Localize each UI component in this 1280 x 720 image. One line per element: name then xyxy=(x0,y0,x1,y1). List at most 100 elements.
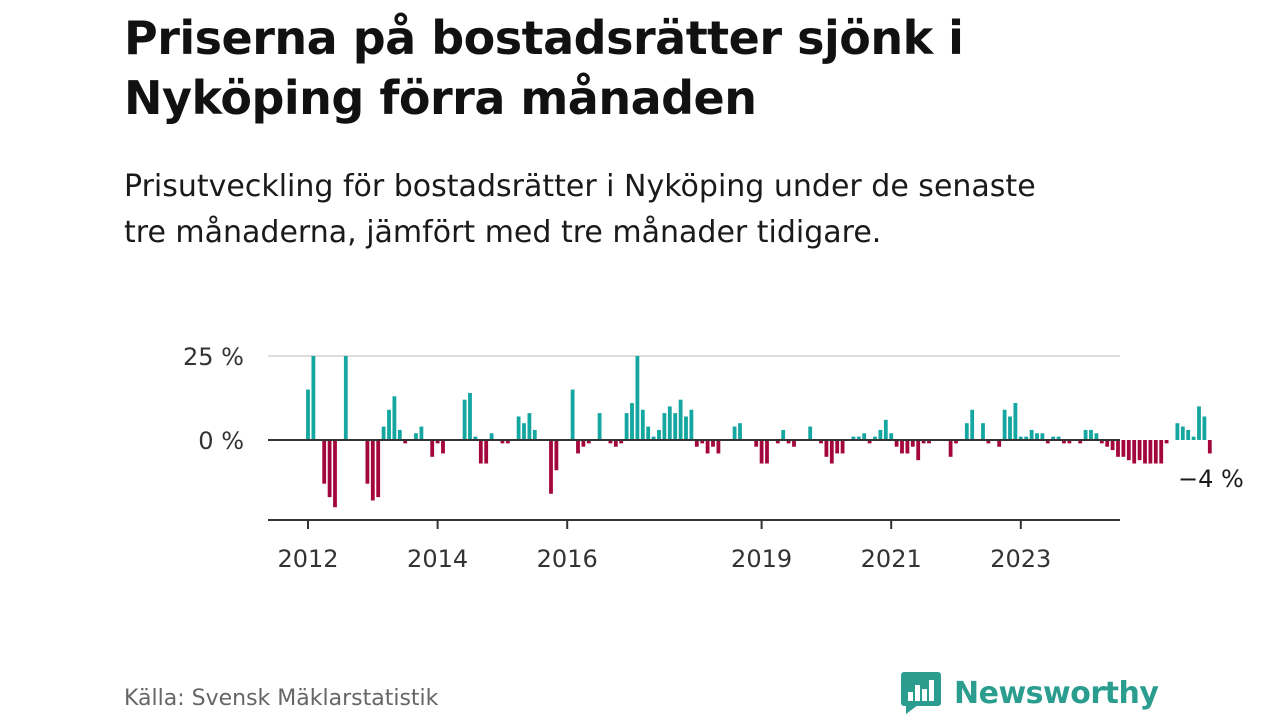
bar xyxy=(954,440,958,444)
bar xyxy=(1045,440,1050,444)
bar xyxy=(873,436,877,440)
bar xyxy=(333,440,337,508)
bar xyxy=(392,396,397,440)
bar xyxy=(775,440,780,444)
bar xyxy=(732,426,737,440)
bar xyxy=(964,423,969,440)
bar xyxy=(387,409,391,440)
bar xyxy=(889,433,894,440)
bar xyxy=(489,433,494,440)
bar xyxy=(1207,440,1212,454)
bar xyxy=(662,413,667,440)
bar xyxy=(1078,440,1083,444)
bar xyxy=(532,429,537,440)
bar xyxy=(586,440,591,444)
bar xyxy=(376,440,381,498)
bar xyxy=(673,413,678,440)
bar xyxy=(322,440,327,484)
bar xyxy=(478,440,483,464)
bar xyxy=(684,416,688,440)
bar xyxy=(948,440,953,457)
bar xyxy=(505,440,510,444)
bar xyxy=(570,389,575,440)
bar xyxy=(619,440,624,444)
bar xyxy=(435,440,440,444)
bar xyxy=(900,440,904,454)
bar xyxy=(792,440,796,447)
bar xyxy=(1008,416,1012,440)
bar xyxy=(1067,440,1072,444)
bar xyxy=(1191,436,1196,440)
y-tick-label: 0 % xyxy=(198,427,244,455)
bar xyxy=(1056,436,1061,440)
x-tick-label: 2016 xyxy=(537,545,598,573)
bar xyxy=(808,426,813,440)
bar xyxy=(851,436,856,440)
bar xyxy=(1148,440,1153,464)
bar xyxy=(921,440,926,444)
bar xyxy=(462,399,467,440)
bar xyxy=(549,440,553,494)
bar xyxy=(765,440,769,464)
bar xyxy=(819,440,823,444)
bar xyxy=(1029,429,1034,440)
bar xyxy=(581,440,586,447)
bar xyxy=(597,413,602,440)
bar xyxy=(381,426,386,440)
bar xyxy=(678,399,683,440)
bar xyxy=(1110,440,1115,451)
brand-name: Newsworthy xyxy=(954,675,1159,711)
bar xyxy=(1132,440,1137,464)
bar xyxy=(1153,440,1158,464)
bar xyxy=(667,406,672,440)
bar xyxy=(327,440,332,498)
source-note: Källa: Svensk Mäklarstatistik xyxy=(124,686,439,711)
bar xyxy=(862,433,867,440)
bar xyxy=(370,440,375,501)
x-tick-label: 2021 xyxy=(861,545,922,573)
bar xyxy=(970,409,975,440)
bar xyxy=(1143,440,1147,464)
bar xyxy=(484,440,489,464)
y-tick-label: 25 % xyxy=(183,343,244,371)
bar xyxy=(1180,426,1185,440)
bar xyxy=(997,440,1002,447)
bar xyxy=(905,440,910,454)
bar xyxy=(430,440,435,457)
bar xyxy=(689,409,694,440)
bar xyxy=(473,436,478,440)
bar xyxy=(441,440,445,454)
bar xyxy=(759,440,764,464)
bar xyxy=(1099,440,1104,444)
bar xyxy=(824,440,829,457)
bar xyxy=(840,440,845,454)
bar xyxy=(981,423,985,440)
bar xyxy=(613,440,618,447)
bar xyxy=(1126,440,1131,461)
bar xyxy=(403,440,408,444)
bar xyxy=(311,356,316,440)
bar xyxy=(516,416,521,440)
bar xyxy=(365,440,370,484)
bar xyxy=(786,440,791,444)
bar xyxy=(468,392,472,440)
bar xyxy=(640,409,645,440)
bar xyxy=(986,440,991,444)
bar xyxy=(1062,440,1066,444)
bars xyxy=(306,356,1212,508)
chart-subtitle: Prisutveckling för bostadsrätter i Nyköp… xyxy=(124,169,1036,250)
bar xyxy=(829,440,834,464)
bar xyxy=(1175,423,1180,440)
axes xyxy=(268,439,1120,529)
bar xyxy=(1105,440,1110,447)
bar xyxy=(1018,436,1023,440)
chart-title: Priserna på bostadsrätter sjönk i Nyköpi… xyxy=(124,11,964,125)
brand-block: Newsworthy xyxy=(900,670,1159,716)
bar xyxy=(1024,436,1029,440)
bar xyxy=(927,440,931,444)
bar xyxy=(624,413,629,440)
labels: 25 % 0 % 2012 2014 2016 2019 2021 2023 −4 % xyxy=(183,343,1244,573)
bar xyxy=(1121,440,1126,457)
bar xyxy=(1164,440,1169,444)
